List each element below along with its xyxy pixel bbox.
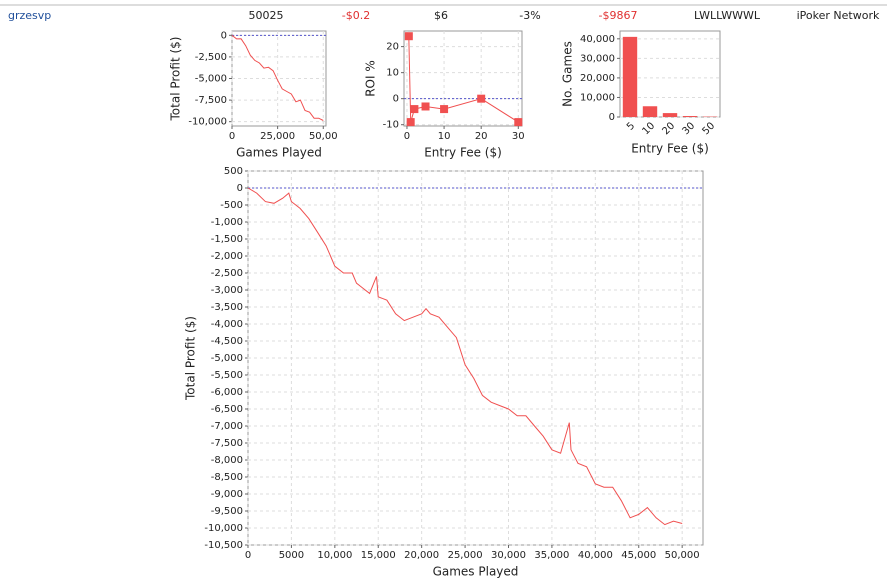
y-tick-label: -8,000 bbox=[211, 455, 243, 466]
avg-profit-cell: -$0.2 bbox=[342, 9, 370, 22]
y-tick-label: -9,500 bbox=[211, 506, 243, 517]
data-marker bbox=[477, 95, 485, 103]
y-tick-label: 0 bbox=[237, 183, 243, 194]
data-marker bbox=[410, 105, 418, 113]
x-tick-label: 15,000 bbox=[361, 550, 396, 561]
player-link[interactable]: grzesvp bbox=[8, 9, 51, 22]
y-axis-label: No. Games bbox=[561, 41, 575, 107]
y-tick-label: -9,000 bbox=[211, 489, 243, 500]
y-tick-label: -500 bbox=[220, 200, 243, 211]
y-axis-label: Total Profit ($) bbox=[184, 316, 198, 401]
x-axis-label: Entry Fee ($) bbox=[631, 142, 709, 156]
data-marker bbox=[422, 102, 430, 110]
y-tick-label: -5,000 bbox=[211, 353, 243, 364]
x-axis-label: Entry Fee ($) bbox=[424, 146, 502, 160]
y-tick-label: -3,500 bbox=[211, 302, 243, 313]
x-tick-label: 5000 bbox=[279, 550, 304, 561]
x-tick-label: 25,000 bbox=[448, 550, 483, 561]
plot-area bbox=[404, 31, 522, 126]
y-tick-label: -10,500 bbox=[204, 540, 243, 551]
x-tick-label: 0 bbox=[404, 131, 410, 142]
y-tick-label: -7,500 bbox=[195, 95, 227, 106]
x-tick-label: 40,000 bbox=[578, 550, 613, 561]
y-tick-label: -2,000 bbox=[211, 251, 243, 262]
y-tick-label: 30,000 bbox=[580, 53, 615, 64]
y-tick-label: -4,500 bbox=[211, 336, 243, 347]
y-axis-label: Total Profit ($) bbox=[169, 37, 183, 122]
y-tick-label: -2,500 bbox=[211, 268, 243, 279]
x-tick-label: 20,000 bbox=[404, 550, 439, 561]
y-tick-label: -2,500 bbox=[195, 52, 227, 63]
y-tick-label: -10 bbox=[383, 120, 399, 131]
bar bbox=[623, 37, 637, 117]
y-tick-label: 0 bbox=[221, 30, 227, 41]
bar bbox=[643, 106, 657, 117]
y-tick-label: -7,500 bbox=[211, 438, 243, 449]
y-tick-label: 20 bbox=[386, 42, 399, 53]
profit-cell: -$9867 bbox=[599, 9, 638, 22]
data-marker bbox=[407, 118, 415, 126]
bar bbox=[663, 113, 677, 117]
y-tick-label: -6,000 bbox=[211, 387, 243, 398]
y-tick-label: -10,000 bbox=[204, 523, 243, 534]
y-tick-label: 20,000 bbox=[580, 73, 615, 84]
y-tick-label: 40,000 bbox=[580, 34, 615, 45]
x-tick-label: 20 bbox=[475, 131, 488, 142]
y-tick-label: -1,000 bbox=[211, 217, 243, 228]
network-cell: iPoker Network bbox=[797, 9, 880, 22]
y-tick-label: 500 bbox=[224, 166, 243, 177]
games-cell: 50025 bbox=[249, 9, 284, 22]
y-tick-label: -8,500 bbox=[211, 472, 243, 483]
y-tick-label: 10 bbox=[386, 68, 399, 79]
y-tick-label: -7,000 bbox=[211, 421, 243, 432]
data-marker bbox=[514, 118, 522, 126]
y-tick-label: -5,500 bbox=[211, 370, 243, 381]
x-tick-label: 50,00 bbox=[309, 131, 338, 142]
x-tick-label: 0 bbox=[245, 550, 251, 561]
y-tick-label: -3,000 bbox=[211, 285, 243, 296]
x-tick-label: 0 bbox=[229, 131, 235, 142]
y-tick-label: -1,500 bbox=[211, 234, 243, 245]
recent-cell: LWLLWWWL bbox=[694, 9, 761, 22]
x-tick-label: 25,000 bbox=[260, 131, 295, 142]
x-tick-label: 10 bbox=[438, 131, 451, 142]
y-tick-label: 0 bbox=[609, 112, 615, 123]
x-tick-label: 35,000 bbox=[534, 550, 569, 561]
bar bbox=[683, 116, 697, 117]
x-axis-label: Games Played bbox=[433, 565, 519, 579]
data-marker bbox=[405, 32, 413, 40]
y-tick-label: -4,000 bbox=[211, 319, 243, 330]
x-tick-label: 30,000 bbox=[491, 550, 526, 561]
roi-cell: -3% bbox=[519, 9, 540, 22]
y-tick-label: -5,000 bbox=[195, 74, 227, 85]
avg-stake-cell: $6 bbox=[434, 9, 448, 22]
data-marker bbox=[440, 105, 448, 113]
x-tick-label: 10,000 bbox=[317, 550, 352, 561]
y-tick-label: -6,500 bbox=[211, 404, 243, 415]
y-axis-label: ROI % bbox=[364, 60, 378, 97]
x-tick-label: 50,000 bbox=[665, 550, 700, 561]
x-tick-label: 30 bbox=[512, 131, 525, 142]
x-axis-label: Games Played bbox=[236, 146, 322, 160]
x-tick-label: 45,000 bbox=[621, 550, 656, 561]
y-tick-label: 10,000 bbox=[580, 92, 615, 103]
y-tick-label: 0 bbox=[393, 94, 399, 105]
y-tick-label: -10,000 bbox=[188, 117, 227, 128]
